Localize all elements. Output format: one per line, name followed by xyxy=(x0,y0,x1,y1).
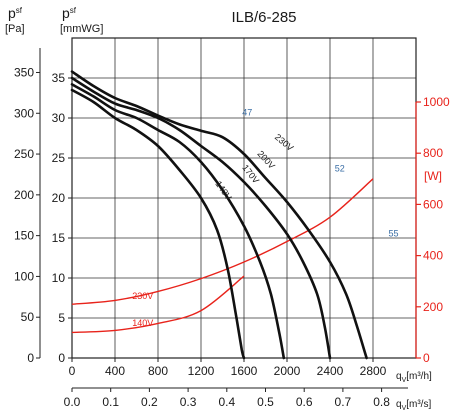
pa-axis-symbol: p xyxy=(8,5,16,21)
efficiency-label: 52 xyxy=(335,164,345,174)
mmwg-axis-subscript: sf xyxy=(70,6,77,15)
ms-tick-label: 0.6 xyxy=(296,395,313,409)
power-tick-label: 1000 xyxy=(423,95,450,109)
pressure-curve-170v xyxy=(70,83,286,360)
flow-axis-symbol: q xyxy=(396,371,402,382)
mmwg-tick-label: 10 xyxy=(52,271,66,285)
flow-axis-subscript: V xyxy=(402,377,407,384)
mmwg-tick-label: 0 xyxy=(58,351,65,365)
pressure-curve-label: 140V xyxy=(213,179,233,202)
mmwg-tick-labels: 0 5 10 15 20 25 30 35 xyxy=(52,71,66,365)
mmwg-axis-label: psf [mmWG] xyxy=(60,5,103,35)
pa-tick-label: 150 xyxy=(14,229,34,243)
flow-axis-unit: [m³/h] xyxy=(406,371,432,382)
flow-axis-label: qV[m³/h] xyxy=(396,371,432,384)
ms-axis-symbol: q xyxy=(396,399,402,410)
efficiency-label: 55 xyxy=(389,228,399,238)
power-tick-label: 200 xyxy=(423,300,443,314)
pa-axis-subscript: sf xyxy=(16,6,23,15)
pa-axis-unit: [Pa] xyxy=(5,23,25,35)
power-curve-230v xyxy=(71,178,374,305)
pa-tick-label: 200 xyxy=(14,188,34,202)
ms-tick-label: 0.2 xyxy=(141,395,158,409)
pa-tick-label: 50 xyxy=(21,310,35,324)
pressure-curves xyxy=(70,70,368,360)
ms-axis-unit: [m³/s] xyxy=(406,399,431,410)
pa-tick-label: 350 xyxy=(14,65,34,79)
curve-labels: 230V200V170V140V230V140V47525555 xyxy=(132,108,399,328)
ms-tick-labels: 0.0 0.1 0.2 0.3 0.4 0.5 0.6 0.7 0.8 xyxy=(64,395,391,409)
pressure-curve-200v xyxy=(70,76,332,360)
ms-tick-label: 0.3 xyxy=(180,395,197,409)
ms-tick-label: 0.4 xyxy=(218,395,235,409)
ms-tick-label: 0.7 xyxy=(335,395,352,409)
efficiency-label: 47 xyxy=(242,108,252,118)
flow-tick-label: 1200 xyxy=(188,364,215,378)
mmwg-tick-label: 20 xyxy=(52,191,66,205)
pressure-curve-label: 200V xyxy=(255,149,277,171)
pressure-curve-label: 230V xyxy=(273,132,296,153)
flow-tick-labels: 0 400 800 1200 1600 2000 2400 2800 xyxy=(69,364,387,378)
svg-text:qV[m³/h]: qV[m³/h] xyxy=(396,371,432,384)
ms-axis-label: qV[m³/s] xyxy=(396,399,431,412)
pa-tick-label: 0 xyxy=(27,351,34,365)
pressure-curve-230v xyxy=(70,70,368,360)
mmwg-tick-label: 30 xyxy=(52,111,66,125)
plot-grid xyxy=(72,37,417,358)
flow-tick-label: 400 xyxy=(105,364,125,378)
flow-tick-label: 2800 xyxy=(360,364,387,378)
mmwg-tick-label: 35 xyxy=(52,71,66,85)
power-curve-140v xyxy=(71,275,245,334)
svg-text:psf: psf xyxy=(62,5,77,21)
power-tick-label: 400 xyxy=(423,249,443,263)
power-curve-label: 140V xyxy=(132,318,153,328)
ms-tick-label: 0.0 xyxy=(64,395,81,409)
ms-tick-label: 0.1 xyxy=(102,395,119,409)
pa-tick-label: 300 xyxy=(14,106,34,120)
power-tick-label: 0 xyxy=(423,351,430,365)
pressure-curve-140v xyxy=(70,88,246,360)
flow-tick-label: 2400 xyxy=(317,364,344,378)
power-tick-label: 600 xyxy=(423,197,443,211)
power-curves xyxy=(71,178,374,334)
power-curve-label: 230V xyxy=(132,291,153,301)
mmwg-tick-label: 5 xyxy=(58,311,65,325)
power-axis-label: [W] xyxy=(424,169,442,183)
flow-tick-label: 0 xyxy=(69,364,76,378)
mmwg-tick-label: 15 xyxy=(52,231,66,245)
svg-text:psf: psf xyxy=(8,5,23,21)
flow-tick-label: 800 xyxy=(148,364,168,378)
chart-title: ILB/6-285 xyxy=(231,9,296,26)
mmwg-axis-unit: [mmWG] xyxy=(60,23,103,35)
svg-text:qV[m³/s]: qV[m³/s] xyxy=(396,399,431,412)
ms-tick-label: 0.8 xyxy=(373,395,390,409)
ms-axis-subscript: V xyxy=(402,405,407,412)
pa-axis-label: psf [Pa] xyxy=(5,5,25,35)
ms-tick-label: 0.5 xyxy=(257,395,274,409)
flow-tick-label: 2000 xyxy=(274,364,301,378)
power-tick-labels: 0 200 400 600 800 1000 xyxy=(423,95,450,365)
pa-tick-labels: 0 50 100 150 200 250 300 350 xyxy=(14,65,34,365)
mmwg-axis-symbol: p xyxy=(62,5,70,21)
pa-tick-label: 250 xyxy=(14,147,34,161)
pa-tick-label: 100 xyxy=(14,269,34,283)
flow-tick-label: 1600 xyxy=(231,364,258,378)
power-tick-label: 800 xyxy=(423,146,443,160)
mmwg-tick-label: 25 xyxy=(52,151,66,165)
plot-axes xyxy=(36,37,421,392)
